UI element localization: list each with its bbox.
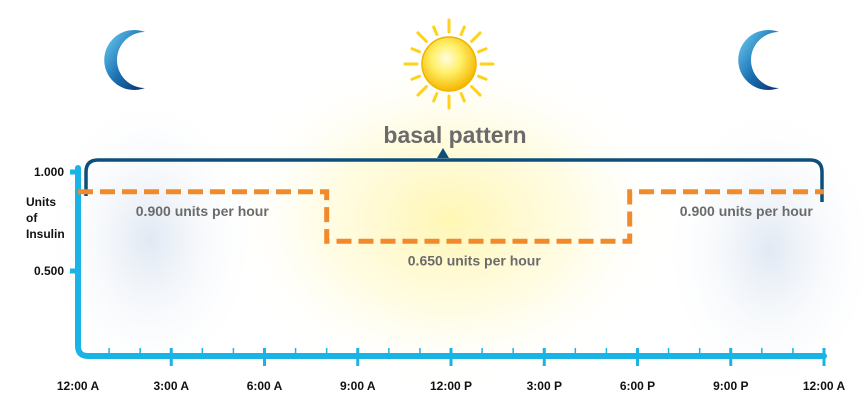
night-glow-right <box>660 100 866 400</box>
day-glow <box>220 50 680 390</box>
axis-line <box>75 165 827 359</box>
x-tick-label: 3:00 P <box>527 379 562 393</box>
sun-icon <box>403 18 495 110</box>
x-tick-label: 12:00 A <box>803 379 846 393</box>
sun-ray <box>432 92 439 103</box>
bracket-pointer <box>437 148 449 158</box>
axes <box>70 165 827 366</box>
moon-icon <box>104 30 145 91</box>
rate-annotation: 0.650 units per hour <box>408 252 542 268</box>
basal-rate-line <box>78 189 824 244</box>
x-tick-label: 6:00 A <box>247 379 283 393</box>
sun-ray <box>459 25 466 36</box>
rate-annotation: 0.900 units per hour <box>136 203 270 219</box>
y-axis-label-line: Units <box>26 195 56 209</box>
moon-icon <box>738 30 779 91</box>
sun-ray <box>410 47 421 54</box>
sun-ray <box>416 31 428 43</box>
sun-ray <box>470 85 482 97</box>
annotation-layer: 0.900 units per hour 0.650 units per hour… <box>136 203 814 268</box>
y-tick-label: 1.000 <box>34 165 64 179</box>
rate-annotation: 0.900 units per hour <box>680 203 814 219</box>
y-tick-label: 0.500 <box>34 264 64 278</box>
sun-ray <box>470 31 482 43</box>
x-tick-label: 6:00 P <box>620 379 655 393</box>
y-tick-labels: 1.000 0.500 <box>34 165 64 278</box>
x-tick-label: 3:00 A <box>154 379 190 393</box>
x-tick-label: 9:00 P <box>713 379 748 393</box>
x-tick-label: 12:00 A <box>57 379 100 393</box>
chart-title: basal pattern <box>383 122 526 148</box>
y-axis-label-line: Insulin <box>26 227 65 241</box>
sun-ray <box>410 74 421 81</box>
sun-ray <box>477 74 488 81</box>
sun-ray <box>459 92 466 103</box>
sun-ray <box>416 85 428 97</box>
x-tick-labels: 12:00 A 3:00 A 6:00 A 9:00 A 12:00 P 3:00 P 6:… <box>57 379 846 393</box>
sun-ray <box>477 47 488 54</box>
sun-ray <box>432 25 439 36</box>
basal-pattern-bracket <box>84 158 824 202</box>
x-tick-label: 12:00 P <box>430 379 472 393</box>
y-axis-label-line: of <box>26 211 38 225</box>
x-tick-label: 9:00 A <box>340 379 376 393</box>
series-layer <box>78 189 824 244</box>
y-axis-label: Units of Insulin <box>26 195 65 241</box>
night-glow-left <box>40 90 260 390</box>
